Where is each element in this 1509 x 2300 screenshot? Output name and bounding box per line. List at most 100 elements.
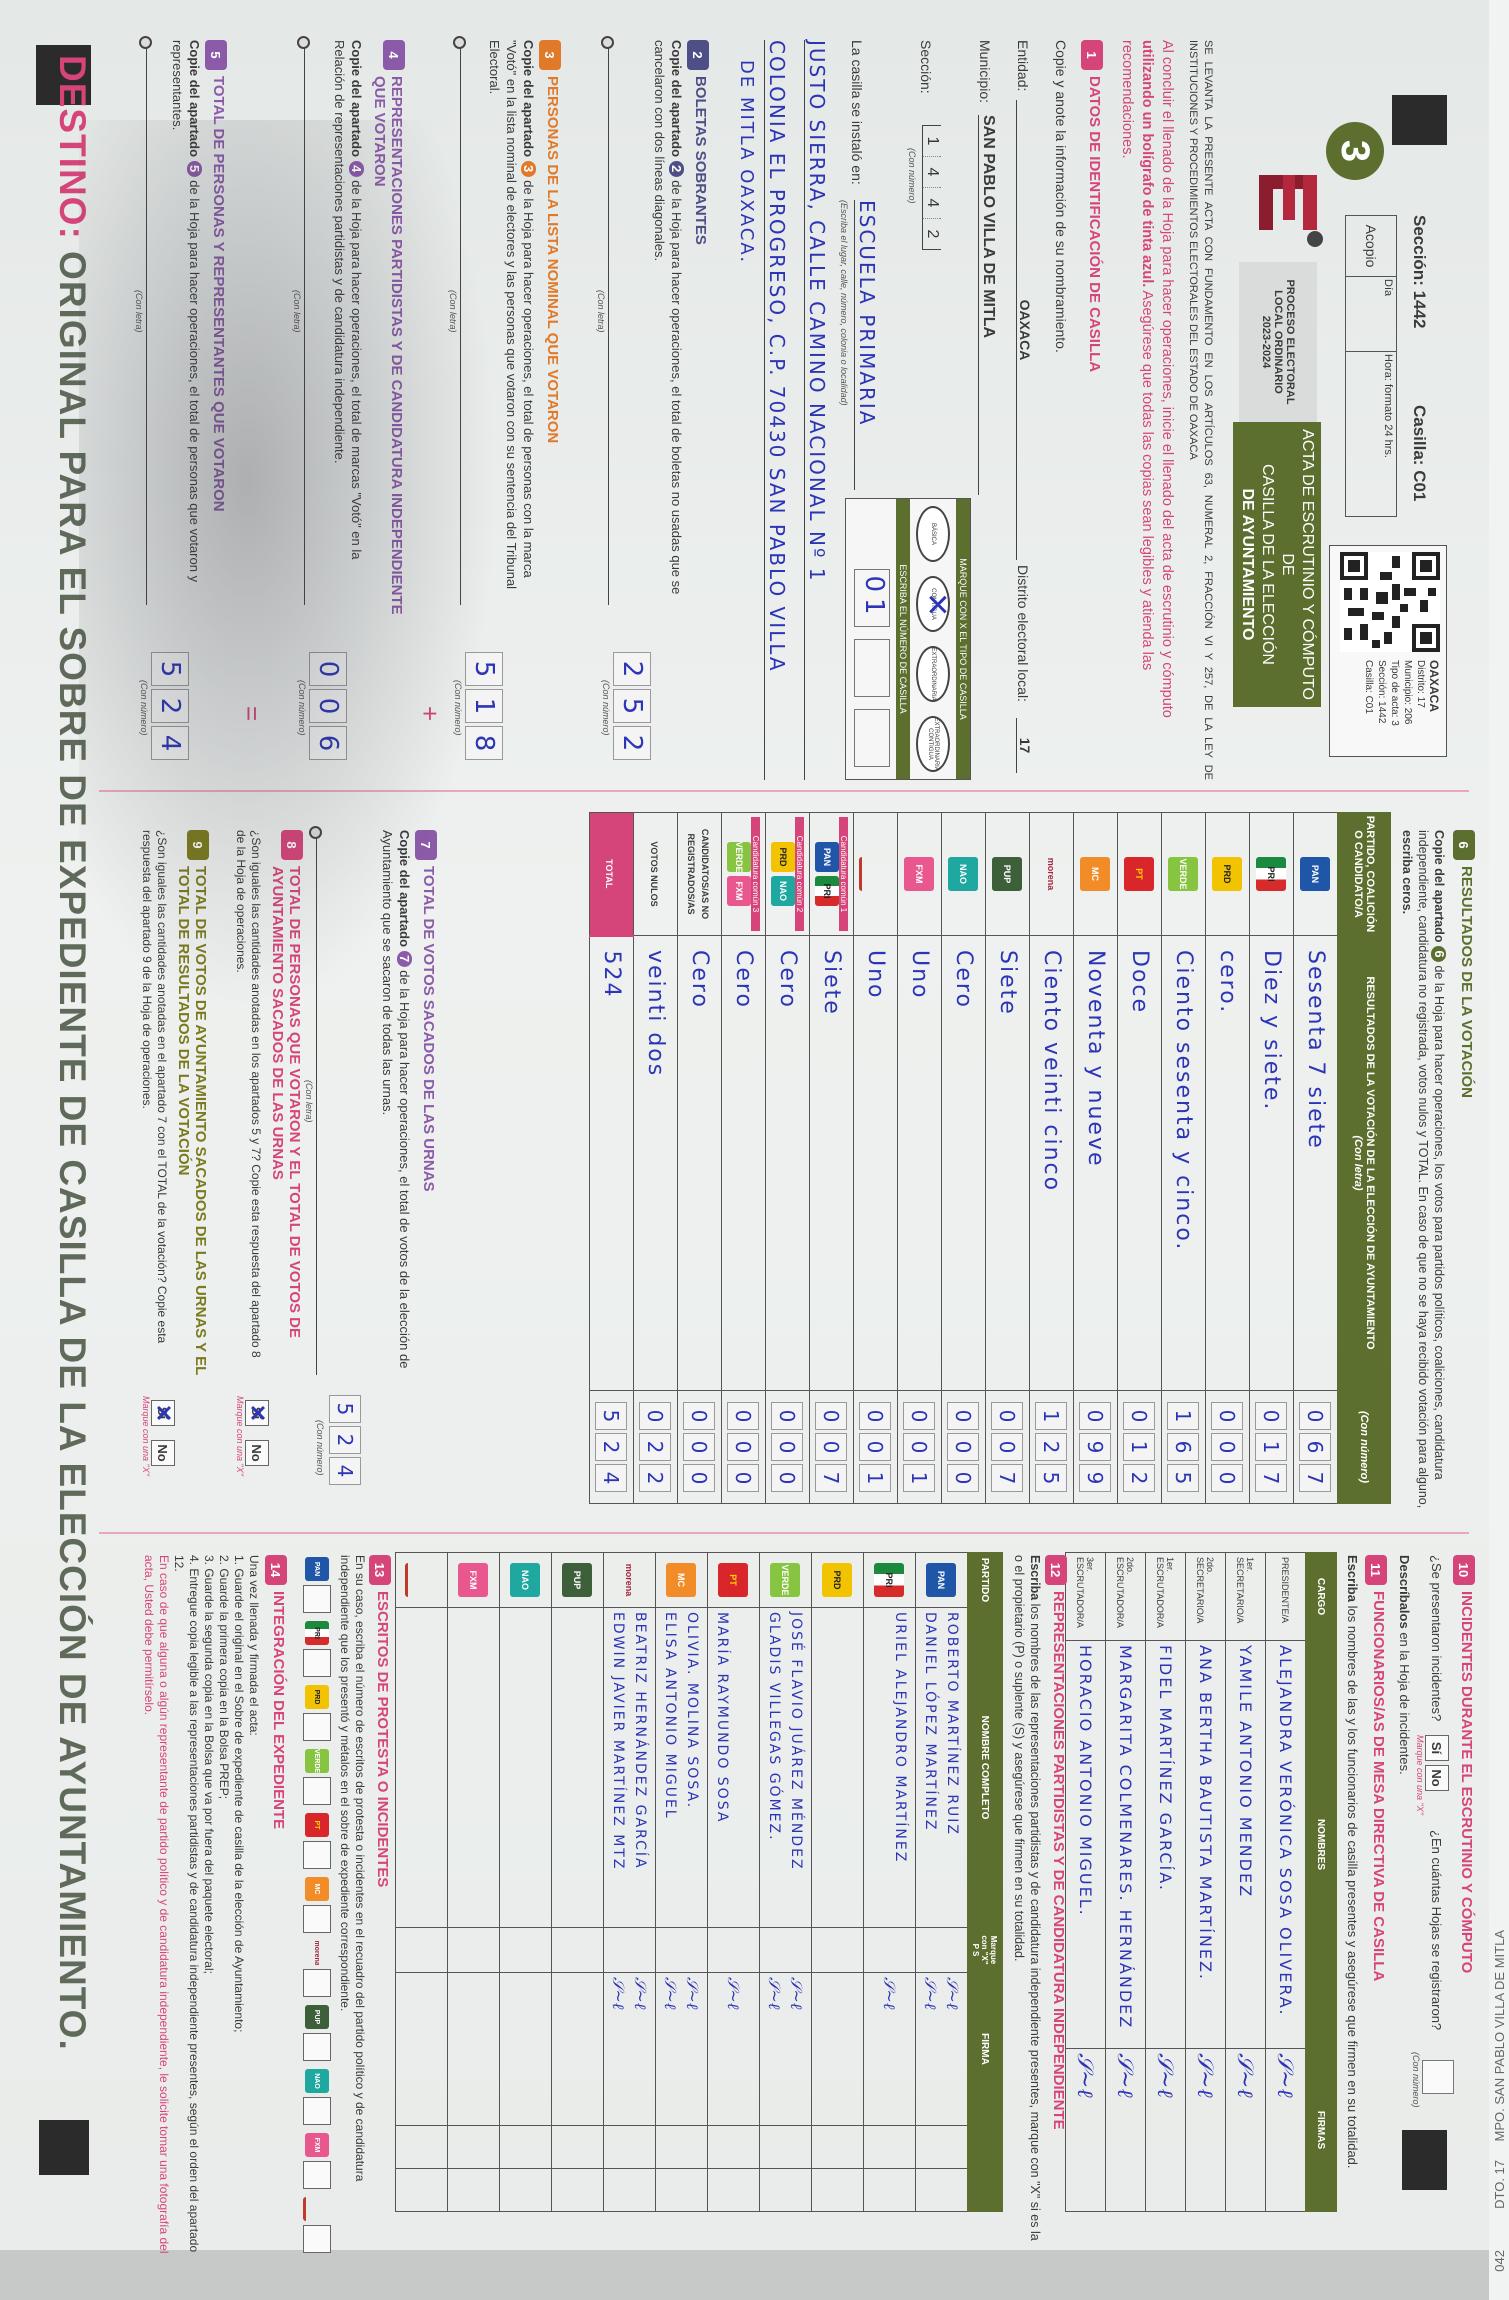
address-line[interactable]: DE MITLA OAXACA. — [736, 60, 757, 265]
official-name-field[interactable]: MARGARITA COLMENARES. HERNÁNDEZ — [1105, 1640, 1146, 2049]
mark-field[interactable] — [499, 2125, 552, 2169]
official-signature-field[interactable]: 𝒮~ℓ — [1185, 2048, 1226, 2212]
official-signature-field[interactable]: 𝒮~ℓ — [1065, 2048, 1106, 2212]
representative-name-field[interactable] — [499, 1607, 552, 1928]
protest-count-field[interactable] — [303, 2033, 331, 2061]
incidents-yes-checkbox[interactable]: Sí — [1425, 1735, 1449, 1761]
mark-field[interactable] — [655, 2168, 708, 2212]
representative-name-field[interactable]: ROBERTO MARTÍNEZ RUIZ DANIEL LÓPEZ MARTÍN… — [915, 1607, 968, 1928]
votes-in-words-field[interactable]: Cero — [941, 935, 986, 1391]
protest-count-field[interactable] — [303, 1713, 331, 1741]
votes-in-words-field[interactable]: Siete — [809, 935, 854, 1391]
official-name-field[interactable]: YAMILE ANTONIO MENDEZ — [1225, 1640, 1266, 2049]
sec8-no-checkbox[interactable]: No — [245, 1440, 269, 1466]
con-letra-line[interactable] — [304, 45, 305, 605]
ps-mark-field[interactable] — [811, 1927, 864, 1973]
ps-mark-field[interactable] — [863, 1927, 916, 1973]
votes-in-words-field[interactable]: Siete — [985, 935, 1030, 1391]
mark-field[interactable] — [603, 2168, 656, 2212]
votes-number-field[interactable]: 0 0 0 — [771, 1395, 804, 1499]
votes-number-field[interactable]: 1 2 5 — [1035, 1395, 1068, 1499]
ps-mark-field[interactable] — [499, 1927, 552, 1973]
mark-field[interactable] — [863, 2125, 916, 2169]
representative-name-field[interactable]: MARÍA RAYMUNDO SOSA — [707, 1607, 760, 1928]
official-signature-field[interactable]: 𝒮~ℓ — [1265, 2048, 1306, 2212]
votes-in-words-field[interactable]: Uno — [897, 935, 942, 1391]
protest-count-field[interactable] — [303, 2161, 331, 2189]
votes-in-words-field[interactable]: cero. — [1205, 935, 1250, 1391]
official-name-field[interactable]: ALEJANDRA VERÓNICA SOSA OLIVERA. — [1265, 1640, 1306, 2049]
mark-field[interactable] — [603, 2125, 656, 2169]
votes-in-words-field[interactable]: Diez y siete. — [1249, 935, 1294, 1391]
official-name-field[interactable]: HORACIO ANTONIO MIGUEL. — [1065, 1640, 1106, 2049]
protest-count-field[interactable] — [303, 1905, 331, 1933]
incidents-no-checkbox[interactable]: No — [1425, 1765, 1449, 1791]
mark-field[interactable] — [811, 2168, 864, 2212]
representative-name-field[interactable]: JOSÉ FLAVIO JUÁREZ MÉNDEZ GLADIS VILLEGAS… — [759, 1607, 812, 1928]
votes-number-field[interactable]: 0 2 2 — [639, 1395, 672, 1499]
con-letra-line[interactable] — [316, 835, 317, 1375]
representative-signature-field[interactable] — [447, 1972, 500, 2126]
sheets-count-field[interactable] — [1422, 2060, 1454, 2094]
ps-mark-field[interactable] — [603, 1927, 656, 1973]
votes-number-field[interactable]: 0 0 0 — [1211, 1395, 1244, 1499]
con-letra-line[interactable] — [146, 45, 147, 605]
votes-in-words-field[interactable]: 524 — [589, 935, 634, 1391]
representative-signature-field[interactable]: 𝒮~ℓ — [707, 1972, 760, 2126]
votes-number-field[interactable]: 0 0 0 — [683, 1395, 716, 1499]
mark-field[interactable] — [915, 2168, 968, 2212]
protest-count-field[interactable] — [303, 1841, 331, 1869]
ps-mark-field[interactable] — [551, 1927, 604, 1973]
votes-number-field[interactable]: 0 6 7 — [1299, 1395, 1332, 1499]
con-letra-line[interactable] — [608, 45, 609, 605]
protest-count-field[interactable] — [303, 1649, 331, 1677]
ps-mark-field[interactable] — [759, 1927, 812, 1973]
representative-signature-field[interactable]: 𝒮~ℓ 𝒮~ℓ — [915, 1972, 968, 2126]
address-line[interactable]: JUSTO SIERRA, CALLE CAMINO NACIONAL Nº 1 — [804, 40, 829, 780]
official-signature-field[interactable]: 𝒮~ℓ — [1225, 2048, 1266, 2212]
representative-name-field[interactable] — [811, 1607, 864, 1928]
representative-signature-field[interactable]: 𝒮~ℓ 𝒮~ℓ — [603, 1972, 656, 2126]
votes-in-words-field[interactable]: Doce — [1117, 935, 1162, 1391]
acopio-day-field[interactable]: Día — [1346, 277, 1396, 352]
ps-mark-field[interactable] — [707, 1927, 760, 1973]
votes-in-words-field[interactable]: Cero — [677, 935, 722, 1391]
votes-in-words-field[interactable]: Ciento sesenta y cinco. — [1161, 935, 1206, 1391]
casilla-type-option[interactable]: EXTRAORDINARIA CONTIGUA — [916, 716, 950, 772]
protest-count-field[interactable] — [303, 2225, 331, 2253]
votes-number-field[interactable]: 0 0 1 — [903, 1395, 936, 1499]
mark-field[interactable] — [759, 2168, 812, 2212]
casilla-type-option[interactable]: CONTIGUA ✕ — [916, 576, 953, 632]
official-name-field[interactable]: FIDEL MARTÍNEZ GARCÍA. — [1145, 1640, 1186, 2049]
protest-count-field[interactable] — [303, 1777, 331, 1805]
casilla-type-option[interactable]: EXTRAORDINARIA — [916, 646, 950, 702]
mark-field[interactable] — [707, 2125, 760, 2169]
representative-name-field[interactable] — [447, 1607, 500, 1928]
sec7-number-field[interactable]: 5 2 4 — [329, 1395, 361, 1485]
address-line[interactable]: COLONIA EL PROGRESO, C.P. 70430 SAN PABL… — [764, 40, 789, 780]
mark-field[interactable] — [499, 2168, 552, 2212]
representative-name-field[interactable]: BEATRIZ HERNÁNDEZ GARCÍA EDWIN JAVIER MAR… — [603, 1607, 656, 1928]
ps-mark-field[interactable] — [655, 1927, 708, 1973]
casilla-number-field-empty[interactable] — [854, 709, 890, 767]
representative-name-field[interactable]: OLIVIA. MOLINA SOSA. ELISA ANTONIO MIGUEL — [655, 1607, 708, 1928]
votes-number-field[interactable]: 0 1 2 — [1123, 1395, 1156, 1499]
votes-in-words-field[interactable]: Cero — [721, 935, 766, 1391]
representative-name-field[interactable] — [395, 1607, 448, 1928]
mark-field[interactable] — [655, 2125, 708, 2169]
mark-field[interactable] — [759, 2125, 812, 2169]
votes-number-field[interactable]: 5 2 4 — [595, 1395, 628, 1499]
mark-field[interactable] — [551, 2168, 604, 2212]
mark-field[interactable] — [395, 2125, 448, 2169]
votes-in-words-field[interactable]: Noventa y nueve — [1073, 935, 1118, 1391]
sec9-yes-checkbox[interactable]: Sí ✕ — [151, 1400, 176, 1426]
mark-field[interactable] — [395, 2168, 448, 2212]
votes-in-words-field[interactable]: Ciento veinti cinco — [1029, 935, 1074, 1391]
official-signature-field[interactable]: 𝒮~ℓ — [1105, 2048, 1146, 2212]
protest-count-field[interactable] — [303, 2097, 331, 2125]
votes-number-field[interactable]: 0 0 7 — [991, 1395, 1024, 1499]
